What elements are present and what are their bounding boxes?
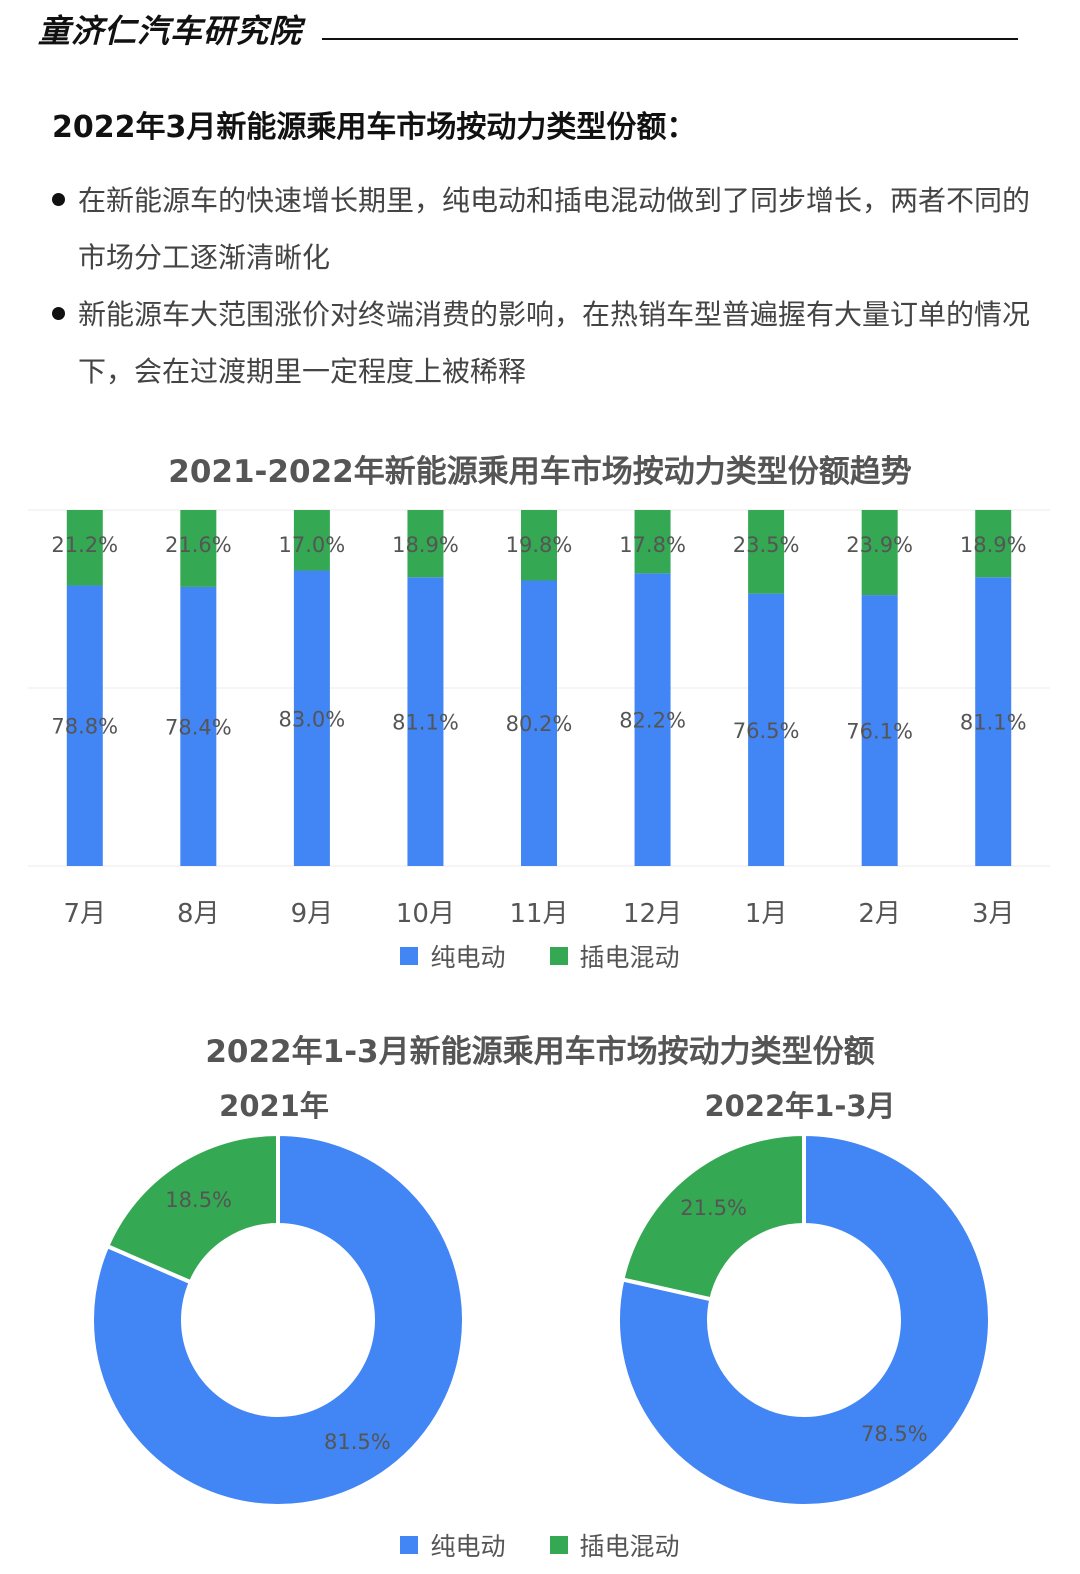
- data-label-phev: 17.8%: [619, 533, 686, 557]
- bar-bev: [861, 595, 898, 866]
- x-tick-label: 12月: [623, 899, 682, 929]
- slice-bev: [90, 1131, 466, 1508]
- data-label-phev: 18.9%: [960, 533, 1027, 557]
- bar-bev: [66, 585, 103, 866]
- bar-phev: [975, 510, 1012, 578]
- legend-label-bev: 纯电动: [430, 1532, 506, 1561]
- legend-item-phev: 插电混动: [549, 938, 680, 974]
- bullet-text: 在新能源车的快速增长期里，纯电动和插电混动做到了同步增长，两者不同的市场分工逐渐…: [78, 184, 1031, 274]
- bullet-item: 在新能源车的快速增长期里，纯电动和插电混动做到了同步增长，两者不同的市场分工逐渐…: [52, 172, 1042, 286]
- bar-bev: [748, 593, 785, 866]
- legend-swatch-bev: [400, 1536, 419, 1554]
- slice-bev: [616, 1131, 992, 1508]
- data-label-bev: 82.2%: [619, 709, 686, 733]
- donut-chart-legend: 纯电动 插电混动: [0, 1527, 1080, 1563]
- data-label-phev: 19.8%: [506, 533, 573, 557]
- data-label-bev: 80.2%: [506, 712, 573, 736]
- donut-chart: 81.5% 18.5% 78.5% 21.5%: [90, 1131, 992, 1508]
- bar-phev: [748, 510, 785, 594]
- slice-phev: [104, 1131, 280, 1285]
- data-label-bev: 83.0%: [279, 707, 346, 731]
- bullet-dot-icon: [52, 193, 65, 206]
- data-label-bev: 78.8%: [51, 715, 118, 739]
- bullet-dot-icon: [52, 307, 65, 320]
- header-rule: [322, 38, 1018, 40]
- bullet-list: 在新能源车的快速增长期里，纯电动和插电混动做到了同步增长，两者不同的市场分工逐渐…: [52, 172, 1042, 400]
- slice-label-bev: 78.5%: [861, 1422, 928, 1446]
- bar-chart-legend: 纯电动 插电混动: [0, 938, 1080, 974]
- bar-chart-title: 2021-2022年新能源乘用车市场按动力类型份额趋势: [168, 454, 912, 490]
- legend-swatch-bev: [400, 947, 419, 965]
- bar-phev: [634, 510, 671, 574]
- slice-label-phev: 18.5%: [165, 1188, 232, 1212]
- legend-label-bev: 纯电动: [430, 943, 506, 972]
- bullet-item: 新能源车大范围涨价对终端消费的影响，在热销车型普遍握有大量订单的情况下，会在过渡…: [52, 286, 1042, 400]
- legend-swatch-phev: [549, 1536, 568, 1554]
- x-tick-label: 9月: [291, 899, 334, 929]
- legend-label-phev: 插电混动: [579, 1532, 680, 1561]
- data-label-phev: 21.6%: [165, 533, 232, 557]
- x-tick-label: 8月: [177, 899, 220, 929]
- bar-bev: [407, 577, 444, 866]
- x-tick-label: 11月: [509, 899, 568, 929]
- data-label-phev: 21.2%: [51, 533, 118, 557]
- bullet-text: 新能源车大范围涨价对终端消费的影响，在热销车型普遍握有大量订单的情况下，会在过渡…: [78, 298, 1031, 388]
- donut-title-2022q1: 2022年1-3月: [704, 1089, 896, 1123]
- bar-phev: [180, 510, 217, 587]
- data-label-phev: 18.9%: [392, 533, 459, 557]
- bar-phev: [66, 510, 103, 586]
- x-tick-label: 7月: [64, 899, 107, 929]
- slice-label-bev: 81.5%: [324, 1430, 391, 1454]
- data-label-bev: 76.5%: [733, 719, 800, 743]
- legend-label-phev: 插电混动: [579, 943, 680, 972]
- slice-label-phev: 21.5%: [680, 1196, 747, 1220]
- data-label-phev: 17.0%: [279, 533, 346, 557]
- data-label-bev: 76.1%: [846, 720, 913, 744]
- data-label-phev: 23.5%: [733, 533, 800, 557]
- x-tick-label: 1月: [745, 899, 788, 929]
- bar-bev: [975, 577, 1012, 866]
- donut-chart-title: 2022年1-3月新能源乘用车市场按动力类型份额: [205, 1034, 875, 1070]
- x-tick-label: 2月: [858, 899, 901, 929]
- x-tick-label: 10月: [396, 899, 455, 929]
- bar-bev: [293, 570, 330, 866]
- legend-item-bev: 纯电动: [400, 938, 506, 974]
- data-label-bev: 81.1%: [392, 711, 459, 735]
- bar-phev: [293, 510, 330, 571]
- slice-phev: [620, 1131, 806, 1302]
- legend-item-bev: 纯电动: [400, 1527, 506, 1563]
- brand-title: 童济仁汽车研究院: [38, 12, 303, 50]
- data-label-bev: 78.4%: [165, 715, 232, 739]
- bar-chart: 78.8% 21.2% 7月 78.4% 21.6% 8月 83.0% 17.0% 9月 81.1…: [28, 509, 1050, 929]
- bar-bev: [634, 573, 671, 866]
- bar-phev: [861, 510, 898, 596]
- legend-swatch-phev: [549, 947, 568, 965]
- page-title: 2022年3月新能源乘用车市场按动力类型份额：: [52, 110, 697, 145]
- bar-bev: [180, 586, 217, 866]
- data-label-phev: 23.9%: [846, 533, 913, 557]
- x-tick-label: 3月: [972, 899, 1015, 929]
- donut-title-2021: 2021年: [219, 1089, 329, 1123]
- bar-phev: [521, 510, 557, 581]
- legend-item-phev: 插电混动: [549, 1527, 680, 1563]
- data-label-bev: 81.1%: [960, 711, 1027, 735]
- bar-phev: [407, 510, 444, 578]
- bar-bev: [521, 580, 557, 866]
